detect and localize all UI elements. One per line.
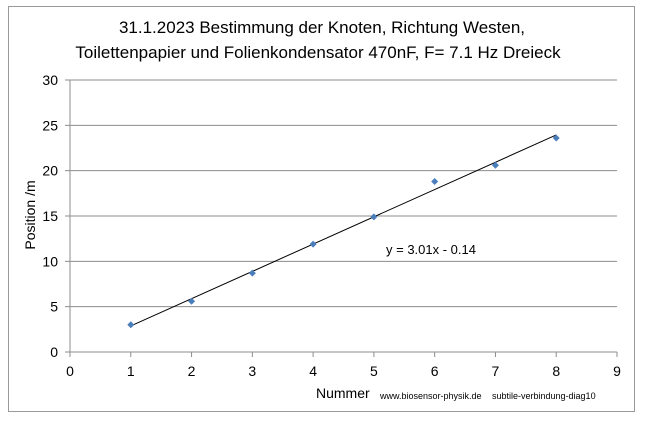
x-tick-label-7: 7 [492, 363, 500, 379]
data-point [370, 213, 378, 221]
chart-title-line2: Toilettenpapier und Folienkondensator 47… [75, 43, 561, 62]
footer-diagram-id: subtile-verbindung-diag10 [492, 391, 596, 401]
y-tick-label-25: 25 [42, 117, 58, 133]
y-tick-label-10: 10 [42, 253, 58, 269]
y-axis-label: Position /m [22, 180, 38, 249]
data-points [127, 134, 560, 329]
y-tick-label-5: 5 [50, 299, 58, 315]
data-point [491, 161, 499, 169]
y-tick-labels: 0 5 10 15 20 25 30 [42, 72, 58, 360]
data-point [248, 269, 256, 277]
trendline [130, 134, 557, 327]
x-tick-label-1: 1 [127, 363, 135, 379]
x-tick-label-6: 6 [431, 363, 439, 379]
x-tick-label-0: 0 [66, 363, 74, 379]
x-tick-label-2: 2 [188, 363, 196, 379]
trendline-line [130, 134, 557, 327]
trendline-equation: y = 3.01x - 0.14 [386, 242, 476, 257]
x-tick-label-3: 3 [248, 363, 256, 379]
chart-title-line1: 31.1.2023 Bestimmung der Knoten, Richtun… [119, 18, 525, 37]
data-point [552, 134, 560, 142]
x-tick-labels: 0 1 2 3 4 5 6 7 8 9 [66, 363, 621, 379]
data-point [309, 240, 317, 248]
x-tick-label-9: 9 [613, 363, 621, 379]
x-axis-label: Nummer [316, 385, 370, 401]
x-tick-label-8: 8 [552, 363, 560, 379]
axes [65, 79, 618, 357]
x-tick-label-4: 4 [309, 363, 317, 379]
y-tick-label-0: 0 [50, 344, 58, 360]
y-tick-label-20: 20 [42, 163, 58, 179]
data-point [188, 297, 196, 305]
chart-frame [8, 6, 635, 412]
y-tick-label-30: 30 [42, 72, 58, 88]
y-tick-label-15: 15 [42, 208, 58, 224]
gridlines [70, 79, 617, 308]
x-tick-label-5: 5 [370, 363, 378, 379]
data-point [127, 321, 135, 329]
data-point [431, 178, 439, 186]
footer-website: www.biosensor-physik.de [379, 391, 482, 401]
